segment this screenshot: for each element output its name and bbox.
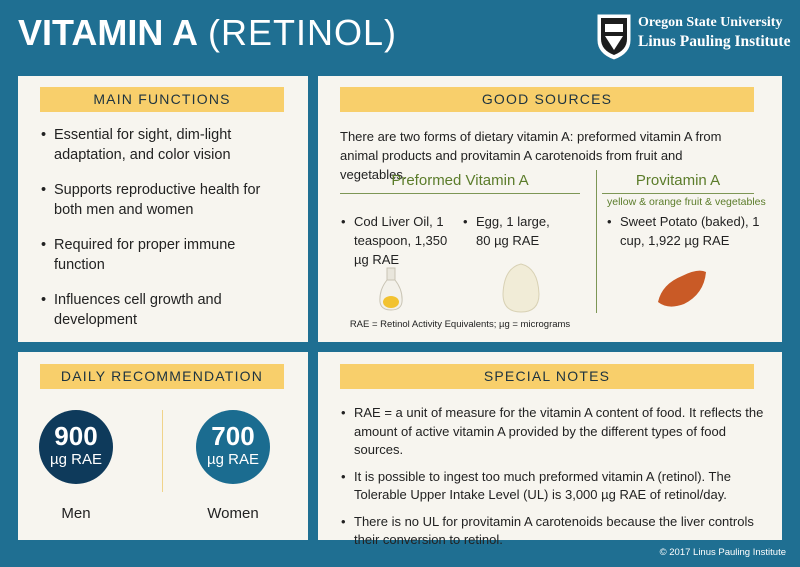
women-label: Women bbox=[207, 505, 259, 522]
good-sources-intro: There are two forms of dietary vitamin A… bbox=[340, 129, 722, 182]
footnote: RAE = Retinol Activity Equivalents; µg =… bbox=[349, 319, 571, 330]
men-value: 900 bbox=[54, 421, 98, 451]
list-item: Required for proper immune function bbox=[41, 235, 290, 275]
subtitle: (RETINOL) bbox=[208, 12, 397, 53]
divider bbox=[162, 410, 163, 492]
logo-text: Oregon State University Linus Pauling In… bbox=[638, 14, 790, 52]
good-sources-heading: GOOD SOURCES bbox=[340, 87, 754, 112]
list-item: Influences cell growth and development bbox=[41, 290, 290, 330]
logo-line: Oregon State University bbox=[638, 15, 783, 30]
women-circle: 700 µg RAE bbox=[196, 410, 270, 484]
list-item: Essential for sight, dim-light adaptatio… bbox=[41, 125, 290, 165]
women-unit: µg RAE bbox=[207, 451, 259, 468]
women-value: 700 bbox=[211, 421, 255, 451]
main-functions-list: Essential for sight, dim-light adaptatio… bbox=[40, 125, 290, 330]
special-notes-list: RAE = a unit of measure for the vitamin … bbox=[340, 404, 770, 550]
logo-shield bbox=[596, 13, 632, 61]
title-row: VITAMIN A (RETINOL) bbox=[18, 12, 397, 54]
men-unit: µg RAE bbox=[50, 451, 102, 468]
list-item: It is possible to ingest too much prefor… bbox=[341, 468, 770, 505]
men-circle: 900 µg RAE bbox=[39, 410, 113, 484]
preformed-heading: Preformed Vitamin A bbox=[340, 172, 580, 194]
list-item: Supports reproductive health for both me… bbox=[41, 180, 290, 220]
footer: © 2017 Linus Pauling Institute bbox=[659, 547, 786, 558]
daily-heading: DAILY RECOMMENDATION bbox=[40, 364, 284, 389]
oil-icon bbox=[379, 267, 403, 311]
egg-icon bbox=[502, 263, 540, 313]
source-text: Sweet Potato (baked), 1 cup, 1,922 µg RA… bbox=[607, 212, 770, 250]
source-text: Cod Liver Oil, 1 teaspoon, 1,350 µg RAE bbox=[341, 212, 454, 269]
sweet-potato-icon bbox=[658, 270, 706, 307]
divider bbox=[596, 170, 597, 313]
source-item: Cod Liver Oil, 1 teaspoon, 1,350 µg RAE bbox=[340, 212, 454, 269]
source-text: Egg, 1 large, 80 µg RAE bbox=[463, 212, 556, 250]
source-item: Egg, 1 large, 80 µg RAE bbox=[462, 212, 556, 250]
source-item: Sweet Potato (baked), 1 cup, 1,922 µg RA… bbox=[606, 212, 770, 250]
special-notes-heading: SPECIAL NOTES bbox=[340, 364, 754, 389]
list-item: RAE = a unit of measure for the vitamin … bbox=[341, 404, 770, 460]
men-label: Men bbox=[61, 505, 91, 522]
main-functions-heading: MAIN FUNCTIONS bbox=[40, 87, 284, 112]
list-item: There is no UL for provitamin A caroteno… bbox=[341, 513, 770, 550]
provitamin-note: yellow & orange fruit & vegetables bbox=[607, 196, 766, 208]
logo-line: Linus Pauling Institute bbox=[638, 33, 791, 50]
title: VITAMIN A bbox=[18, 12, 198, 53]
provitamin-heading: Provitamin A bbox=[602, 172, 754, 194]
